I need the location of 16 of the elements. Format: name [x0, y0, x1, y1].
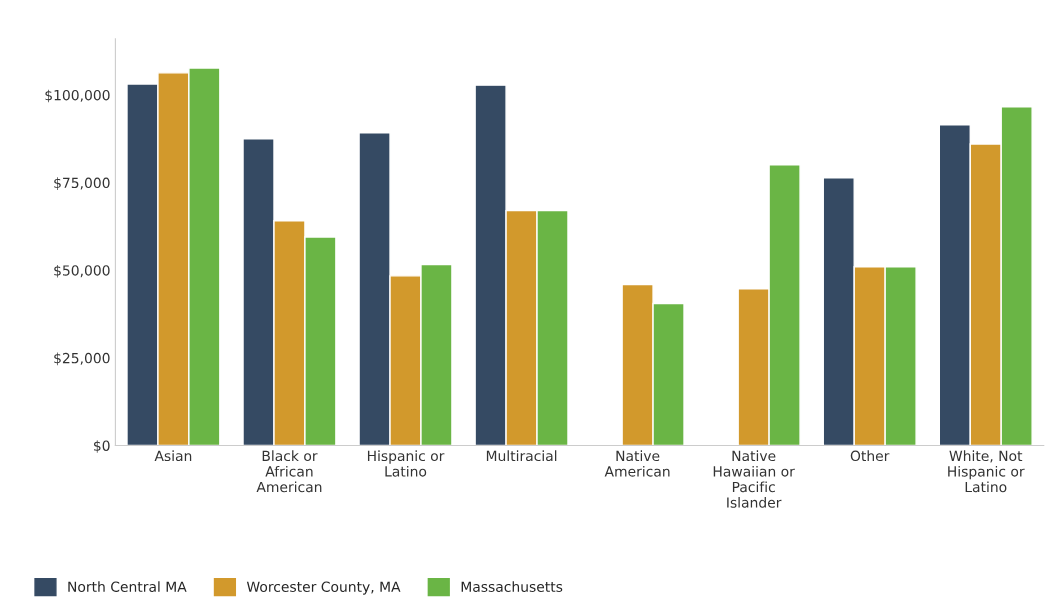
x-tick-label: White, Not Hispanic or Latino	[948, 450, 1025, 493]
y-tick-label: $75,000	[54, 177, 110, 190]
x-tick-label: Multiracial	[486, 450, 557, 462]
y-tick-label: $50,000	[54, 264, 110, 278]
y-tick-label: $0	[94, 440, 110, 453]
x-tick-label: Hispanic or Latino	[367, 450, 445, 477]
x-tick-label: Asian	[154, 450, 192, 462]
x-tick-label: Native American	[604, 450, 670, 477]
legend-label: Worcester County, MA	[246, 581, 401, 595]
x-tick-label: Native Hawaiian or Pacific Islander	[713, 450, 795, 508]
x-tick-label: Other	[850, 450, 890, 462]
legend-label: North Central MA	[68, 581, 187, 592]
legend-label: Massachusetts	[461, 581, 563, 592]
y-tick-label: $25,000	[54, 352, 110, 366]
x-tick-label: Black or African American	[256, 450, 322, 493]
y-tick-label: $100,000	[45, 89, 110, 103]
